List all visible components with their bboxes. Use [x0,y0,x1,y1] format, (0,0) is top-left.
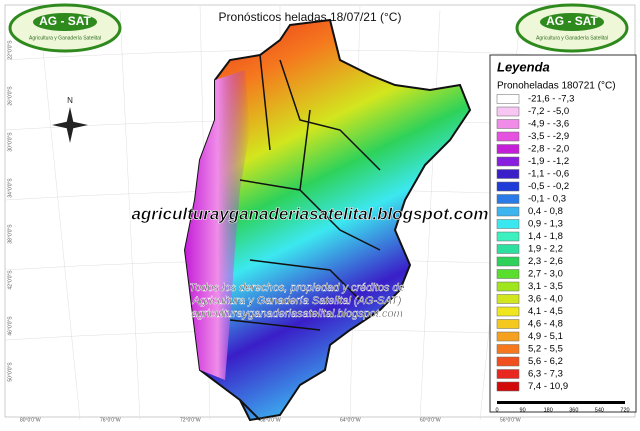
legend-swatch [496,94,520,104]
legend-label: 6,3 - 7,3 [528,369,563,380]
legend-swatch [496,144,520,154]
legend-label: 4,9 - 5,1 [528,331,563,342]
logo-name: AG - SAT [39,14,91,28]
legend-swatch [496,269,520,279]
logo-tagline: Agricultura y Ganadería Satelital [29,35,101,41]
legend-label: 1,9 - 2,2 [528,244,563,255]
legend-label: 5,6 - 6,2 [528,356,563,367]
legend-swatch [496,206,520,217]
legend-label: 5,2 - 5,5 [528,344,563,355]
legend-swatch [496,344,520,354]
longitude-label: 76°0'0"W [100,417,121,423]
legend-swatch [496,119,520,129]
legend-swatch [496,231,520,242]
legend-label: -2,8 - -2,0 [528,144,569,155]
legend-swatch [496,294,520,304]
scale-label: 90 [520,407,526,413]
latitude-label: 38°0'0"S [7,224,13,244]
longitude-label: 60°0'0"W [420,417,441,423]
scale-bar: 0 90 180 360 540 720 [495,401,630,413]
legend-subtitle: Pronoheladas 180721 (°C) [497,81,616,92]
logo: AG - SAT Agricultura y Ganadería Satelit… [515,3,629,53]
scale-label: 540 [595,407,604,413]
longitude-label: 64°0'0"W [340,417,361,423]
longitude-label: 72°0'0"W [180,417,201,423]
legend-swatch [496,356,520,367]
legend-label: -0,5 - -0,2 [528,181,569,192]
legend-label: 2,7 - 3,0 [528,269,563,280]
legend-swatch [496,256,520,267]
legend-label: -1,1 - -0,6 [528,169,569,180]
north-arrow: N [52,96,88,143]
legend-label: -21,6 - -7,3 [528,94,574,105]
scale-bar-track [497,401,625,404]
legend: Leyenda Pronoheladas 180721 (°C) -21,6 -… [489,54,637,413]
legend-swatch [496,169,520,179]
legend-label: -1,9 - -1,2 [528,156,569,167]
legend-label: 3,6 - 4,0 [528,294,563,305]
credit-line: Agricultura y Ganadería Satelital (AG-SA… [192,295,402,307]
legend-swatch [496,106,520,117]
legend-swatch [496,306,520,317]
latitude-label: 46°0'0"S [7,316,13,336]
legend-swatch [496,219,520,229]
legend-label: 2,3 - 2,6 [528,256,563,267]
legend-swatch [496,369,520,379]
map-title: Pronósticos heladas 18/07/21 (°C) [219,10,402,24]
latitude-label: 30°0'0"S [7,132,13,152]
latitude-label: 22°0'0"S [7,40,13,60]
coordinate-labels: 80°0'0"W 76°0'0"W 72°0'0"W 68°0'0"W 64°0'0"W… [7,40,521,424]
legend-swatch [496,281,520,292]
credits: Todos los derechos, propiedad y créditos… [189,282,405,321]
legend-label: -0,1 - 0,3 [528,194,566,205]
argentina-map [183,18,472,422]
legend-swatch [496,131,520,142]
legend-label: 3,1 - 3,5 [528,281,563,292]
legend-swatch [496,181,520,192]
credit-line: Todos los derechos, propiedad y créditos… [189,282,404,294]
credit-line: agriculturayganaderiasatelital.blogspot.… [191,308,403,320]
legend-label: 0,4 - 0,8 [528,206,563,217]
logo-name: AG - SAT [546,14,598,28]
watermark: agriculturayganaderiasatelital.blogspot.… [131,204,488,223]
scale-label: 0 [495,407,498,413]
legend-label: -7,2 - -5,0 [528,106,569,117]
legend-label: 7,4 - 10,9 [528,381,568,392]
scale-label: 180 [544,407,553,413]
scale-label: 360 [569,407,578,413]
logo-tagline: Agricultura y Ganadería Satelital [536,35,608,41]
latitude-label: 34°0'0"S [7,178,13,198]
legend-title: Leyenda [497,59,550,74]
legend-label: -3,5 - -2,9 [528,131,569,142]
longitude-label: 56°0'0"W [500,417,521,423]
legend-swatch [496,194,520,204]
legend-swatch [496,156,520,167]
logo: AG - SAT Agricultura y Ganadería Satelit… [8,3,122,53]
legend-swatch [496,331,520,342]
legend-swatch [496,381,520,392]
legend-swatch [496,319,520,329]
legend-label: 4,6 - 4,8 [528,319,563,330]
latitude-label: 26°0'0"S [7,86,13,106]
latitude-label: 42°0'0"S [7,270,13,290]
legend-label: 4,1 - 4,5 [528,306,563,317]
scale-label: 720 [620,407,629,413]
legend-label: 1,4 - 1,8 [528,231,563,242]
latitude-label: 50°0'0"S [7,362,13,382]
svg-text:N: N [67,96,73,105]
legend-swatch [496,244,520,254]
longitude-label: 68°0'0"W [260,417,281,423]
legend-label: 0,9 - 1,3 [528,219,563,230]
longitude-label: 80°0'0"W [20,417,41,423]
legend-label: -4,9 - -3,6 [528,119,569,130]
